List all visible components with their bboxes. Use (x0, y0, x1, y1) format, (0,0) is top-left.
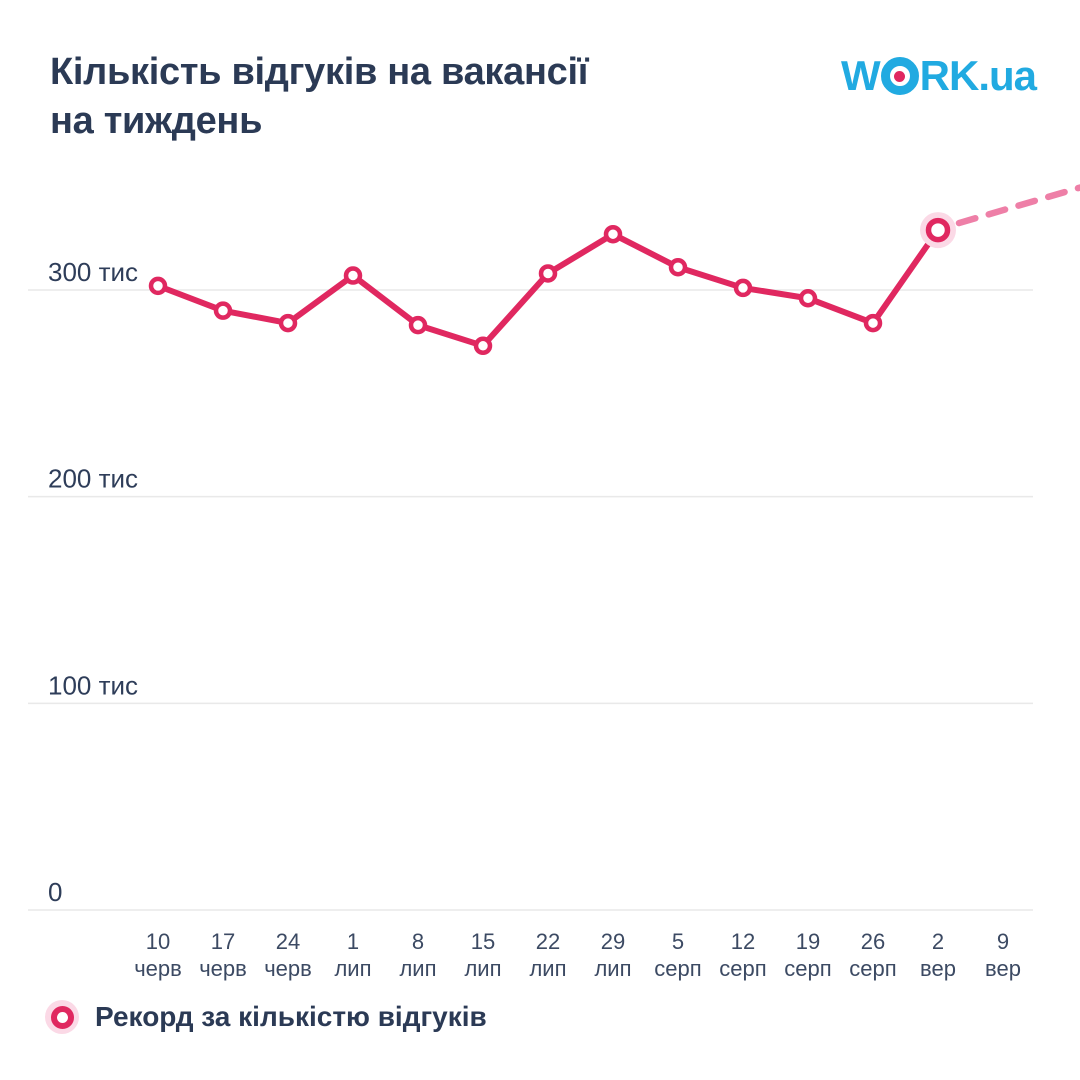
x-tick-month-0: черв (134, 956, 182, 981)
x-tick-day-11: 26 (861, 929, 885, 954)
logo-o-dot-icon (894, 70, 906, 82)
logo-text-ua: .ua (978, 52, 1037, 99)
x-tick-day-4: 8 (412, 929, 424, 954)
x-tick-month-11: серп (849, 956, 896, 981)
x-tick-day-13: 9 (997, 929, 1009, 954)
x-tick-day-6: 22 (536, 929, 560, 954)
data-point-0 (148, 276, 168, 296)
data-point-11 (863, 313, 883, 333)
y-tick-label-200: 200 тис (48, 464, 138, 494)
x-tick-day-8: 5 (672, 929, 684, 954)
x-tick-month-4: лип (399, 956, 436, 981)
logo-text-rk: RK (919, 52, 980, 99)
series-line (155, 227, 941, 349)
chart-legend: Рекорд за кількістю відгуків (45, 1000, 487, 1034)
x-tick-day-12: 2 (932, 929, 944, 954)
y-tick-label-100: 100 тис (48, 670, 138, 700)
record-point (925, 217, 951, 243)
data-point-6 (538, 264, 558, 283)
x-tick-day-9: 12 (731, 929, 755, 954)
data-point-4 (408, 315, 428, 335)
data-point-9 (733, 278, 753, 298)
page-title-line-2: на тиждень (50, 100, 263, 142)
x-tick-day-3: 1 (347, 929, 359, 954)
x-tick-month-6: лип (529, 956, 566, 981)
x-tick-month-7: лип (594, 956, 631, 981)
data-point-3 (343, 266, 363, 285)
work-ua-logo: W RK .ua (840, 52, 1037, 100)
data-point-2 (278, 313, 298, 333)
x-tick-month-13: вер (985, 956, 1021, 981)
legend-label: Рекорд за кількістю відгуків (95, 1001, 487, 1032)
x-tick-day-1: 17 (211, 929, 235, 954)
logo-o-icon (880, 57, 919, 95)
data-point-10 (798, 289, 818, 308)
x-tick-month-10: серп (784, 956, 831, 981)
projection-dashed-line (955, 184, 1080, 227)
x-tick-month-12: вер (920, 956, 956, 981)
y-tick-label-300: 300 тис (48, 257, 138, 287)
data-point-7 (603, 224, 623, 244)
x-tick-day-7: 29 (601, 929, 625, 954)
record-legend-ring-icon (50, 1005, 74, 1029)
data-point-1 (213, 301, 233, 320)
x-tick-month-1: черв (199, 956, 247, 981)
x-tick-day-2: 24 (276, 929, 300, 954)
data-point-8 (668, 258, 688, 277)
x-tick-month-5: лип (464, 956, 501, 981)
x-tick-month-8: серп (654, 956, 701, 981)
x-tick-day-5: 15 (471, 929, 495, 954)
x-tick-month-9: серп (719, 956, 766, 981)
record-legend-marker-icon (45, 1000, 79, 1034)
page-title: Кількість відгуків на вакансії на тижден… (50, 48, 588, 146)
x-tick-month-2: черв (264, 956, 312, 981)
x-tick-day-0: 10 (146, 929, 170, 954)
data-point-5 (473, 336, 493, 356)
page-title-line-1: Кількість відгуків на вакансії (50, 51, 589, 93)
logo-text-w: W (840, 52, 881, 99)
x-tick-day-10: 19 (796, 929, 820, 954)
y-tick-label-0: 0 (48, 877, 62, 907)
x-tick-month-3: лип (334, 956, 371, 981)
